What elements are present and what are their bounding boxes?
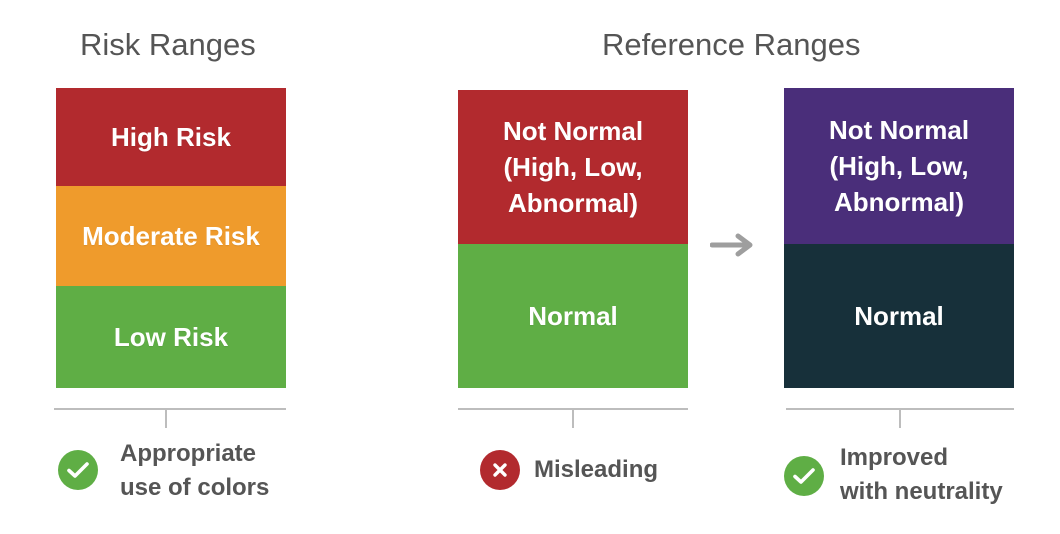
risk-divider-line (54, 408, 286, 410)
before-divider-tick (572, 410, 574, 428)
normal-green-block: Normal (458, 244, 688, 388)
check-circle-icon (58, 450, 98, 490)
not-normal-red-block: Not Normal (High, Low, Abnormal) (458, 90, 688, 244)
not-normal-purple-block: Not Normal (High, Low, Abnormal) (784, 88, 1014, 244)
risk-divider-tick (165, 410, 167, 428)
low-risk-block: Low Risk (56, 286, 286, 388)
after-verdict-text: Improved with neutrality (840, 444, 1003, 505)
risk-verdict-text: Appropriate use of colors (120, 440, 270, 501)
arrow-right-icon (710, 233, 753, 257)
risk-ranges-heading: Risk Ranges (80, 27, 256, 62)
after-divider-tick (899, 410, 901, 428)
reference-ranges-heading: Reference Ranges (602, 27, 861, 62)
before-divider-line (458, 408, 688, 410)
before-verdict-text: Misleading (534, 456, 659, 483)
normal-dark-block: Normal (784, 244, 1014, 388)
check-circle-icon (784, 456, 824, 496)
x-circle-icon (480, 450, 520, 490)
after-divider-line (786, 408, 1014, 410)
moderate-risk-block: Moderate Risk (56, 186, 286, 286)
high-risk-block: High Risk (56, 88, 286, 186)
